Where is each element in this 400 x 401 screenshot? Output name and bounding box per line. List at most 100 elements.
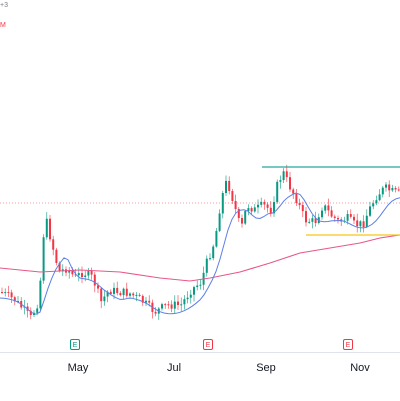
candle-body — [180, 304, 183, 306]
chart-area[interactable]: +3 M — [0, 0, 400, 352]
candle-body — [93, 274, 96, 286]
candle-body — [119, 293, 122, 296]
candle — [145, 296, 147, 307]
candle-body — [372, 203, 375, 207]
candle-body — [394, 188, 397, 190]
candle — [231, 188, 234, 205]
candle — [100, 287, 103, 309]
candle — [42, 234, 45, 284]
candle — [273, 196, 275, 217]
price-chart[interactable] — [0, 0, 400, 352]
candle — [388, 180, 391, 198]
candle — [308, 218, 311, 224]
candle — [369, 201, 371, 218]
candle — [305, 206, 307, 227]
candle — [186, 291, 189, 304]
candle-body — [321, 210, 323, 218]
candle — [346, 210, 349, 225]
candle-body — [193, 287, 195, 295]
candle — [225, 175, 227, 196]
candle — [10, 289, 13, 303]
candle-body — [45, 218, 48, 238]
candle-body — [295, 193, 298, 204]
candle-body — [314, 218, 317, 224]
candle-body — [154, 311, 157, 314]
candle — [103, 290, 106, 306]
candle-body — [164, 304, 167, 306]
candle-body — [273, 202, 275, 214]
candle — [340, 217, 343, 227]
candle — [122, 287, 125, 300]
candle-body — [205, 258, 208, 273]
candle-body — [308, 221, 311, 223]
candle-body — [231, 191, 234, 201]
candle-body — [333, 216, 336, 218]
candle — [81, 266, 83, 284]
candle — [87, 268, 90, 279]
candle — [324, 204, 327, 214]
candle-body — [324, 205, 327, 211]
event-badge-may[interactable]: E — [70, 339, 80, 350]
candle — [321, 207, 323, 220]
candle-body — [260, 201, 263, 205]
candle — [250, 206, 253, 215]
candle — [116, 281, 119, 296]
candle-body — [81, 273, 83, 277]
candle-body — [52, 239, 55, 250]
candle — [378, 189, 381, 202]
candle-body — [196, 285, 199, 288]
candle — [39, 277, 42, 311]
candle-body — [247, 208, 250, 211]
candle — [362, 215, 365, 233]
candle-body — [4, 292, 7, 294]
candle — [125, 282, 128, 298]
candle — [212, 244, 215, 261]
candle — [215, 228, 218, 248]
candle — [45, 212, 48, 240]
candle — [221, 190, 224, 219]
candle — [292, 187, 295, 199]
candle — [151, 299, 154, 319]
candle-body — [269, 207, 272, 214]
candle — [266, 202, 269, 213]
candle-body — [305, 211, 307, 223]
candle-body — [141, 295, 144, 303]
candle — [90, 267, 93, 280]
candle-body — [263, 201, 266, 205]
candle-body — [77, 273, 80, 276]
candle-body — [237, 209, 240, 219]
candle-body — [375, 200, 378, 204]
candle — [141, 294, 144, 307]
candle-body — [369, 206, 371, 216]
candle — [148, 295, 151, 307]
candle — [199, 279, 202, 290]
candle-body — [362, 221, 365, 228]
candle — [381, 185, 384, 198]
candle — [177, 295, 179, 311]
candle — [193, 285, 195, 302]
candle — [247, 204, 250, 216]
event-badge-jul[interactable]: E — [203, 339, 213, 350]
candle-body — [106, 291, 109, 297]
candle-body — [225, 180, 227, 194]
candle — [253, 204, 256, 213]
time-axis[interactable]: May Jul Sep Nov — [0, 352, 400, 401]
candle-body — [337, 217, 339, 220]
candle-body — [148, 300, 151, 303]
candle — [372, 200, 375, 210]
candle — [295, 188, 298, 207]
candle — [282, 168, 285, 184]
candle — [356, 213, 359, 233]
event-badge-oct[interactable]: E — [343, 339, 353, 350]
symbol-info: +3 — [0, 2, 8, 9]
candle-body — [330, 210, 333, 217]
candle-body — [49, 218, 51, 240]
candle-body — [292, 189, 295, 194]
candle-body — [100, 288, 103, 302]
candle — [52, 235, 55, 256]
candle-body — [276, 181, 279, 203]
candle-body — [253, 207, 256, 212]
candle-body — [177, 301, 179, 305]
candle — [68, 267, 71, 279]
candle — [385, 181, 387, 192]
